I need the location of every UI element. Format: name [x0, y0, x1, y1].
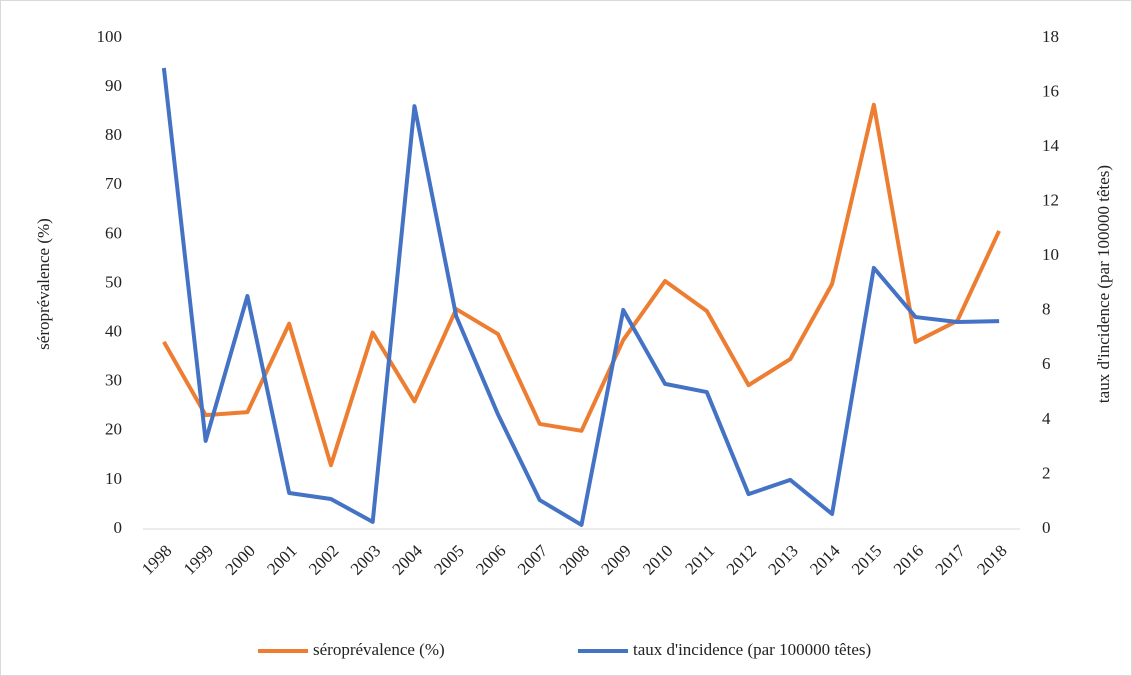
y-tick-label: 0: [114, 518, 123, 537]
y2-tick-label: 2: [1042, 463, 1051, 482]
y2-tick-label: 10: [1042, 245, 1059, 264]
y-tick-label: 10: [105, 469, 122, 488]
y-tick-label: 30: [105, 371, 122, 390]
y2-tick-label: 14: [1042, 136, 1060, 155]
y2-tick-label: 18: [1042, 27, 1059, 46]
y-tick-label: 90: [105, 76, 122, 95]
series-line: [161, 67, 1000, 527]
y-tick-label: 100: [97, 27, 123, 46]
y2-tick-label: 12: [1042, 191, 1059, 210]
y2-tick-label: 8: [1042, 300, 1051, 319]
y2-tick-label: 4: [1042, 409, 1051, 428]
legend-label: séroprévalence (%): [313, 640, 445, 659]
y-tick-label: 80: [105, 125, 122, 144]
y-tick-label: 70: [105, 174, 122, 193]
legend-label: taux d'incidence (par 100000 têtes): [633, 640, 871, 659]
y-tick-label: 60: [105, 223, 122, 242]
y2-tick-label: 16: [1042, 81, 1059, 100]
y-tick-label: 20: [105, 420, 122, 439]
y2-tick-label: 6: [1042, 354, 1051, 373]
y-tick-label: 40: [105, 322, 122, 341]
y2-axis-title: taux d'incidence (par 100000 têtes): [1094, 165, 1113, 403]
y-tick-label: 50: [105, 272, 122, 291]
y-axis-title: séroprévalence (%): [34, 218, 53, 350]
series-line: [162, 102, 1001, 468]
y2-tick-label: 0: [1042, 518, 1051, 537]
